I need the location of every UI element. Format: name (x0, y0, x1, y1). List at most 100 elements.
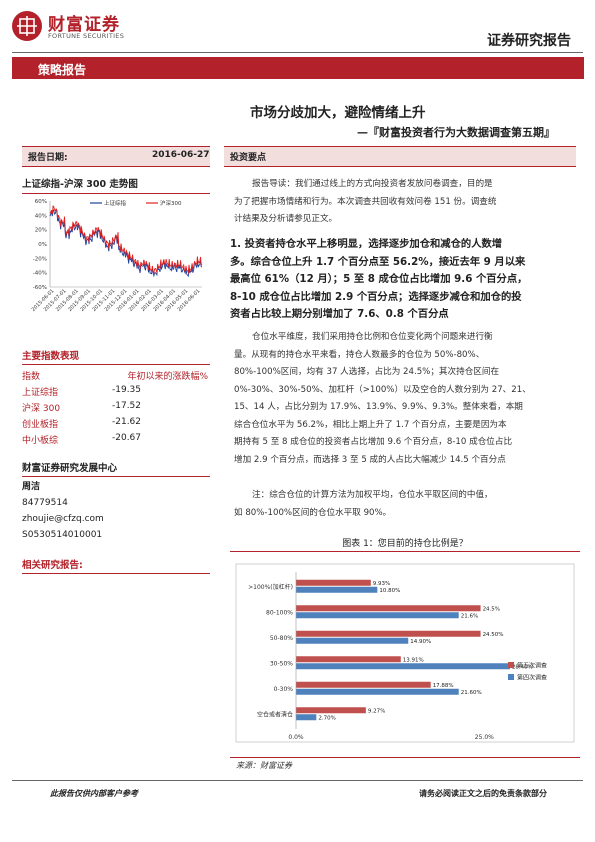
bar-data-label: 21.60% (461, 690, 482, 696)
analyst-email[interactable]: zhoujie@cfzq.com (22, 514, 104, 524)
legend-swatch (508, 662, 514, 668)
category-label: >100%(加杠杆) (248, 583, 293, 591)
indices-header-change: 年初以来的涨跌幅% (127, 372, 208, 382)
legend-swatch (508, 674, 514, 680)
figure-bottom-rule (230, 757, 580, 758)
bar-data-label: 17.88% (433, 683, 454, 689)
body-line: 仓位水平维度，我们采用持仓比例和仓位变化两个问题来进行衡 (252, 332, 493, 342)
body-line: 量。从现有的持仓水平来看，持仓人数最多的仓位为 50%-80%、 (234, 349, 485, 360)
report-date-label: 报告日期: (28, 153, 68, 163)
trend-y-axis: 60% 40% 20% 0% -20% -40% -60% (33, 199, 202, 291)
key-point-line: 8-10 成仓位占比增加 2.9 个百分点；选择逐步减仓和加仓的投 (230, 290, 522, 303)
body-line: 80%-100%区间，均有 37 人选择，占比为 24.5%；其次持仓区间在 (234, 367, 500, 377)
position-chart-categories: >100%(加杠杆) 80-100% 50-80% 30-50% 0-30% 空仓或者清仓 (248, 583, 293, 719)
report-date-bar (22, 146, 210, 167)
section-label: 投资要点 (230, 153, 267, 163)
report-title: 市场分歧加大，避险情绪上升 (250, 105, 426, 121)
bar-fourth-survey (296, 663, 510, 670)
indices-section: 主要指数表现 指数 年初以来的涨跌幅% 上证综指 -19.35 沪深 300 -… (22, 348, 210, 449)
table-row: 中小板综 -20.67 (22, 433, 210, 449)
body-paragraph: 仓位水平维度，我们采用持仓比例和仓位变化两个问题来进行衡 量。从现有的持仓水平来… (234, 329, 578, 469)
body-line: 增加 2.9 个百分点，而选择 3 至 5 成的人占比大幅减少 14.5 个百分… (234, 454, 506, 465)
trend-line-hs300 (49, 205, 203, 275)
trend-title: 上证综指-沪深 300 走势图 (22, 179, 138, 190)
research-center-title: 财富证券研究发展中心 (22, 463, 118, 474)
figure-top-rule (230, 551, 580, 552)
indices-header-name: 指数 (22, 372, 41, 382)
analyst-license: S0530514010001 (22, 530, 103, 540)
bar-fourth-survey (296, 688, 459, 695)
legend-label: 第四次调查 (517, 674, 547, 682)
research-center-rule (22, 476, 210, 477)
index-name: 创业板指 (22, 420, 59, 430)
index-value: -21.62 (112, 417, 142, 427)
indices-header-row: 指数 年初以来的涨跌幅% (22, 369, 210, 382)
figure-caption: 图表 1：您目前的持仓比例是？ (342, 539, 468, 549)
intro-paragraph: 报告导读：我们通过线上的方式向投资者发放问卷调查，目的是 为了把握市场情绪和行为… (234, 176, 578, 229)
trend-legend-label: 沪深300 (160, 199, 182, 207)
index-value: -20.67 (112, 433, 142, 443)
related-reports-section: 相关研究报告: (22, 557, 210, 574)
position-chart-data-labels: 9.93%10.80% 24.5% 21.6% 24.50% 14.90% 13.91% 2… (318, 581, 533, 722)
bar-fifth-survey (296, 681, 431, 688)
bar-data-label: 9.93% (373, 581, 390, 587)
footer-disclaimer-left: 此报告仅供内部客户参考 (50, 789, 138, 798)
research-center-section: 财富证券研究发展中心 周洁 84779514 zhoujie@cfzq.com … (22, 460, 210, 543)
company-name: 财富证券 (48, 15, 120, 35)
trend-title-rule (22, 193, 210, 194)
trend-y-tick-label: -40% (33, 271, 47, 277)
bar-data-label: 21.6% (461, 613, 478, 619)
category-label: 30-50% (270, 660, 293, 667)
trend-y-tick-label: -20% (33, 256, 47, 262)
related-reports-title: 相关研究报告: (22, 560, 83, 571)
body-line: 15、14 人，占比分别为 17.9%、13.9%、9.9%、9.3%。整体来看… (234, 402, 523, 412)
index-value: -17.52 (112, 401, 142, 411)
bar-data-label: 24.5% (483, 606, 500, 612)
trend-x-axis: 2015-06-012015-07-012015-08-012015-09-01… (31, 288, 202, 313)
category-label: 80-100% (266, 609, 293, 616)
bar-fourth-survey (296, 586, 378, 593)
note-line: 如 80%-100%区间的仓位水平取 90%。 (234, 507, 392, 518)
analyst-phone: 84779514 (22, 498, 68, 508)
category-label: 50-80% (270, 635, 293, 642)
report-subtitle: —『财富投资者行为大数据调查第五期』 (357, 126, 555, 139)
intro-line: 报告导读：我们通过线上的方式向投资者发放问卷调查，目的是 (252, 179, 493, 189)
bar-data-label: 24.50% (483, 632, 504, 638)
figure-source: 来源：财富证券 (236, 761, 292, 770)
trend-legend-label: 上证综指 (104, 199, 127, 207)
bar-data-label: 9.27% (368, 708, 385, 714)
bar-fifth-survey (296, 605, 481, 612)
table-row: 沪深 300 -17.52 (22, 401, 210, 417)
bar-data-label: 10.80% (379, 588, 400, 594)
trend-section: 上证综指-沪深 300 走势图 (22, 176, 210, 194)
footer-rule (12, 780, 583, 781)
related-reports-rule (22, 573, 210, 574)
trend-y-tick-label: 60% (35, 199, 47, 205)
trend-chart: 60% 40% 20% 0% -20% -40% -60% 上证综指 沪深300 2015-0… (31, 199, 203, 313)
body-line: 期持有 5 至 8 成仓位的投资者占比增加 9.6 个百分点，8-10 成仓位占… (234, 437, 513, 447)
bar-fifth-survey (296, 579, 371, 586)
note-paragraph: 注：综合仓位的计算方法为加权平均，仓位水平取区间的中值， 如 80%-100%区… (234, 487, 578, 522)
bar-fourth-survey (296, 612, 459, 619)
bar-fifth-survey (296, 630, 481, 637)
trend-legend: 上证综指 沪深300 (90, 199, 182, 207)
index-name: 中小板综 (22, 436, 59, 446)
company-name-en: FORTUNE SECURITIES (48, 32, 125, 40)
intro-line: 计结果及分析请参见正文。 (234, 214, 338, 224)
section-label-bar (224, 146, 576, 167)
table-row: 创业板指 -21.62 (22, 417, 210, 433)
position-chart-bars (295, 572, 510, 729)
table-row: 上证综指 -19.35 (22, 385, 210, 401)
trend-y-tick-label: -60% (33, 285, 47, 291)
report-type: 证券研究报告 (487, 33, 571, 49)
bar-data-label: 28.40% (512, 664, 533, 670)
bar-fourth-survey (296, 714, 317, 721)
bar-fifth-survey (296, 656, 401, 663)
note-line: 注：综合仓位的计算方法为加权平均，仓位水平取区间的中值， (252, 490, 493, 500)
header-rule (12, 52, 583, 53)
category-label: 空仓或者清仓 (257, 710, 293, 718)
intro-line: 为了把握市场情绪和行为。本次调查共回收有效问卷 151 份。调查统 (234, 196, 497, 207)
position-chart-frame (235, 563, 575, 743)
key-point-line: 资者占比较上期分别增加了 7.6、0.8 个百分点 (230, 308, 449, 321)
